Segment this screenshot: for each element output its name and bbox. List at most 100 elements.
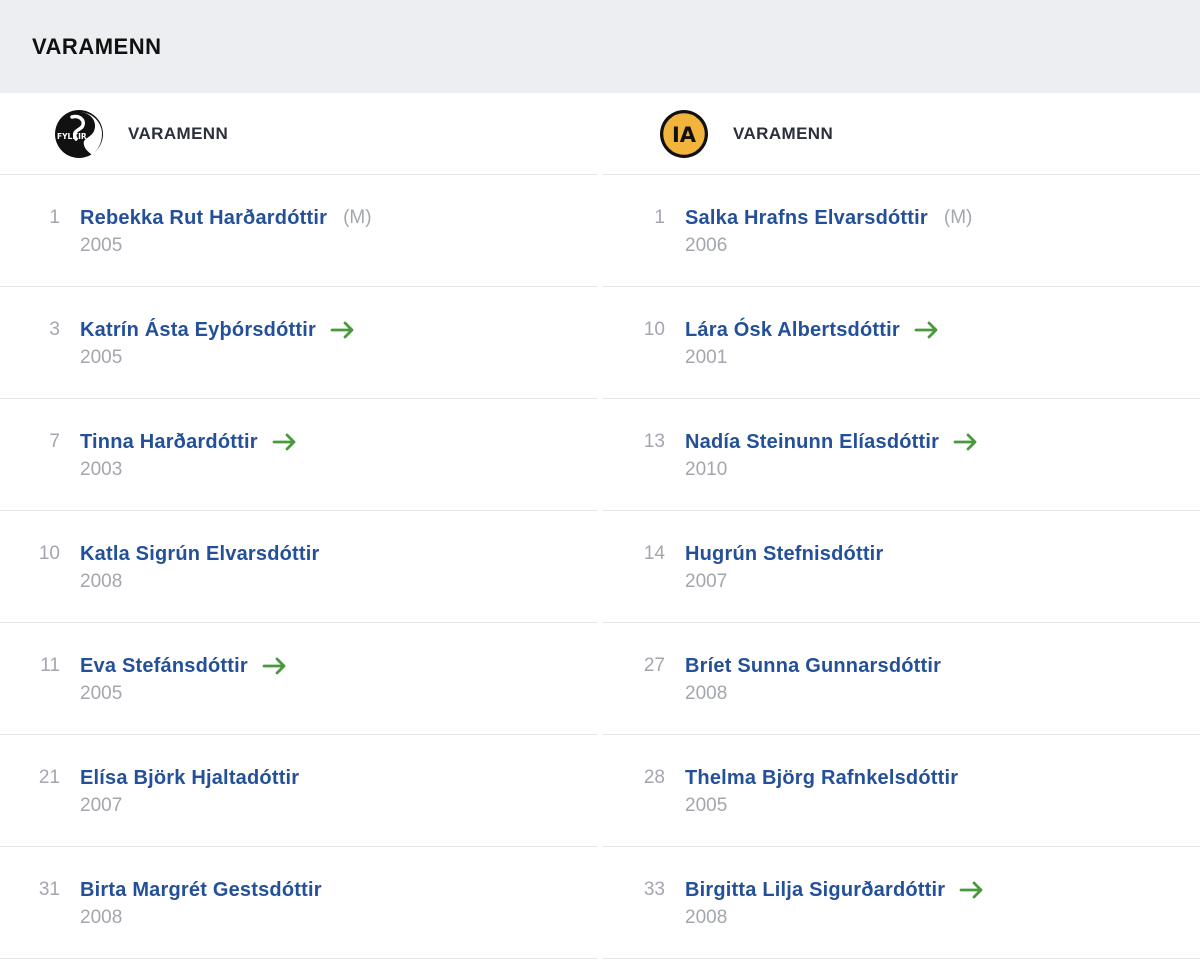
team-columns: FYLKIR VARAMENN 1 Rebekka Rut Harðardótti… <box>0 93 1200 959</box>
substitution-in-arrow-icon <box>914 321 938 339</box>
player-row[interactable]: 3 Katrín Ásta Eyþórsdóttir 2005 <box>0 287 598 399</box>
player-birth-year: 2001 <box>685 347 728 368</box>
player-name-line: Rebekka Rut Harðardóttir (M) <box>80 205 372 231</box>
player-number: 31 <box>38 879 60 900</box>
player-name-link[interactable]: Bríet Sunna Gunnarsdóttir <box>685 654 942 677</box>
fylkir-logo-icon: FYLKIR <box>55 109 103 158</box>
player-info: Katrín Ásta Eyþórsdóttir 2005 <box>80 317 356 372</box>
player-name-line: Elísa Björk Hjaltadóttir <box>80 765 299 791</box>
player-row[interactable]: 33 Birgitta Lilja Sigurðardóttir 2008 <box>602 847 1200 959</box>
player-birth-year: 2010 <box>685 459 728 480</box>
player-info: Bríet Sunna Gunnarsdóttir 2008 <box>685 653 941 708</box>
player-row[interactable]: 10 Katla Sigrún Elvarsdóttir 2008 <box>0 511 598 623</box>
player-number: 21 <box>38 767 60 788</box>
player-name-link[interactable]: Eva Stefánsdóttir <box>80 654 248 677</box>
player-name-link[interactable]: Hugrún Stefnisdóttir <box>685 542 884 565</box>
player-info: Lára Ósk Albertsdóttir 2001 <box>685 317 940 372</box>
player-row[interactable]: 1 Rebekka Rut Harðardóttir (M) 2005 <box>0 175 598 287</box>
player-info: Tinna Harðardóttir 2003 <box>80 429 298 484</box>
player-number: 1 <box>49 207 60 228</box>
player-name-link[interactable]: Birta Margrét Gestsdóttir <box>80 878 322 901</box>
player-birth-year: 2007 <box>80 795 123 816</box>
player-name-line: Katrín Ásta Eyþórsdóttir <box>80 317 356 343</box>
player-info: Rebekka Rut Harðardóttir (M) 2005 <box>80 205 372 260</box>
player-number: 27 <box>643 655 665 676</box>
player-row[interactable]: 11 Eva Stefánsdóttir 2005 <box>0 623 598 735</box>
player-birth-year: 2007 <box>685 571 728 592</box>
player-name-line: Nadía Steinunn Elíasdóttir <box>685 429 979 455</box>
away-team-column: IA VARAMENN 1 Salka Hrafns Elvarsdóttir (M… <box>602 93 1200 959</box>
home-substitutes-list: 1 Rebekka Rut Harðardóttir (M) 2005 3 Katrín … <box>0 175 598 959</box>
svg-text:IA: IA <box>672 123 697 147</box>
player-name-line: Eva Stefánsdóttir <box>80 653 288 679</box>
player-number: 10 <box>643 319 665 340</box>
player-name-line: Lára Ósk Albertsdóttir <box>685 317 940 343</box>
player-info: Elísa Björk Hjaltadóttir 2007 <box>80 765 299 820</box>
section-header: VARAMENN <box>0 0 1200 93</box>
player-birth-year: 2008 <box>685 683 728 704</box>
ia-logo-icon: IA <box>660 109 708 158</box>
away-team-header: IA VARAMENN <box>602 93 1200 175</box>
player-info: Hugrún Stefnisdóttir 2007 <box>685 541 883 596</box>
player-row[interactable]: 14 Hugrún Stefnisdóttir 2007 <box>602 511 1200 623</box>
player-name-link[interactable]: Tinna Harðardóttir <box>80 430 258 453</box>
substitution-in-arrow-icon <box>953 433 977 451</box>
player-birth-year: 2008 <box>80 571 123 592</box>
player-row[interactable]: 13 Nadía Steinunn Elíasdóttir 2010 <box>602 399 1200 511</box>
substitution-in-arrow-icon <box>330 321 354 339</box>
player-name-line: Birgitta Lilja Sigurðardóttir <box>685 877 985 903</box>
player-name-link[interactable]: Katla Sigrún Elvarsdóttir <box>80 542 320 565</box>
goalkeeper-tag: (M) <box>943 207 973 228</box>
svg-text:FYLKIR: FYLKIR <box>57 132 87 141</box>
player-name-link[interactable]: Lára Ósk Albertsdóttir <box>685 318 900 341</box>
player-birth-year: 2008 <box>685 907 728 928</box>
player-birth-year: 2008 <box>80 907 123 928</box>
player-birth-year: 2005 <box>80 235 123 256</box>
player-info: Salka Hrafns Elvarsdóttir (M) 2006 <box>685 205 972 260</box>
player-name-link[interactable]: Birgitta Lilja Sigurðardóttir <box>685 878 946 901</box>
player-row[interactable]: 1 Salka Hrafns Elvarsdóttir (M) 2006 <box>602 175 1200 287</box>
player-name-line: Birta Margrét Gestsdóttir <box>80 877 322 903</box>
home-team-label: VARAMENN <box>128 123 229 143</box>
player-name-link[interactable]: Thelma Björg Rafnkelsdóttir <box>685 766 959 789</box>
player-row[interactable]: 7 Tinna Harðardóttir 2003 <box>0 399 598 511</box>
section-title: VARAMENN <box>32 33 162 59</box>
player-info: Birta Margrét Gestsdóttir 2008 <box>80 877 322 932</box>
away-team-label: VARAMENN <box>733 123 834 143</box>
player-birth-year: 2005 <box>685 795 728 816</box>
player-info: Eva Stefánsdóttir 2005 <box>80 653 288 708</box>
player-name-line: Salka Hrafns Elvarsdóttir (M) <box>685 205 972 231</box>
player-birth-year: 2005 <box>80 347 123 368</box>
player-number: 3 <box>49 319 60 340</box>
player-name-line: Katla Sigrún Elvarsdóttir <box>80 541 320 567</box>
player-name-link[interactable]: Salka Hrafns Elvarsdóttir <box>685 206 928 229</box>
player-number: 14 <box>643 543 665 564</box>
substitution-in-arrow-icon <box>262 657 286 675</box>
player-row[interactable]: 21 Elísa Björk Hjaltadóttir 2007 <box>0 735 598 847</box>
home-team-header: FYLKIR VARAMENN <box>0 93 598 175</box>
player-number: 1 <box>654 207 665 228</box>
player-number: 7 <box>49 431 60 452</box>
player-name-link[interactable]: Rebekka Rut Harðardóttir <box>80 206 328 229</box>
substitution-in-arrow-icon <box>959 881 983 899</box>
player-name-line: Bríet Sunna Gunnarsdóttir <box>685 653 941 679</box>
player-info: Nadía Steinunn Elíasdóttir 2010 <box>685 429 979 484</box>
player-name-link[interactable]: Katrín Ásta Eyþórsdóttir <box>80 318 316 341</box>
substitution-in-arrow-icon <box>272 433 296 451</box>
player-row[interactable]: 10 Lára Ósk Albertsdóttir 2001 <box>602 287 1200 399</box>
player-number: 11 <box>40 655 60 676</box>
player-name-link[interactable]: Nadía Steinunn Elíasdóttir <box>685 430 940 453</box>
player-info: Birgitta Lilja Sigurðardóttir 2008 <box>685 877 985 932</box>
player-birth-year: 2003 <box>80 459 123 480</box>
home-team-column: FYLKIR VARAMENN 1 Rebekka Rut Harðardótti… <box>0 93 598 959</box>
player-row[interactable]: 28 Thelma Björg Rafnkelsdóttir 2005 <box>602 735 1200 847</box>
player-birth-year: 2005 <box>80 683 123 704</box>
player-row[interactable]: 27 Bríet Sunna Gunnarsdóttir 2008 <box>602 623 1200 735</box>
away-substitutes-list: 1 Salka Hrafns Elvarsdóttir (M) 2006 10 Lára … <box>602 175 1200 959</box>
player-info: Thelma Björg Rafnkelsdóttir 2005 <box>685 765 958 820</box>
player-birth-year: 2006 <box>685 235 728 256</box>
player-name-link[interactable]: Elísa Björk Hjaltadóttir <box>80 766 300 789</box>
player-row[interactable]: 31 Birta Margrét Gestsdóttir 2008 <box>0 847 598 959</box>
player-number: 13 <box>643 431 665 452</box>
